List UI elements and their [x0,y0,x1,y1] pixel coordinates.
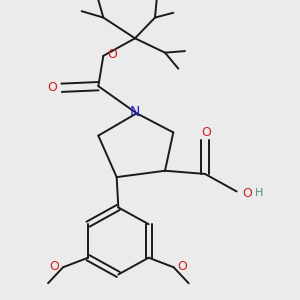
Text: O: O [107,48,117,61]
Text: O: O [47,81,57,94]
Text: O: O [242,187,252,200]
Text: O: O [49,260,59,273]
Text: N: N [130,105,140,119]
Text: O: O [178,260,188,273]
Text: O: O [202,126,212,139]
Text: H: H [255,188,263,198]
